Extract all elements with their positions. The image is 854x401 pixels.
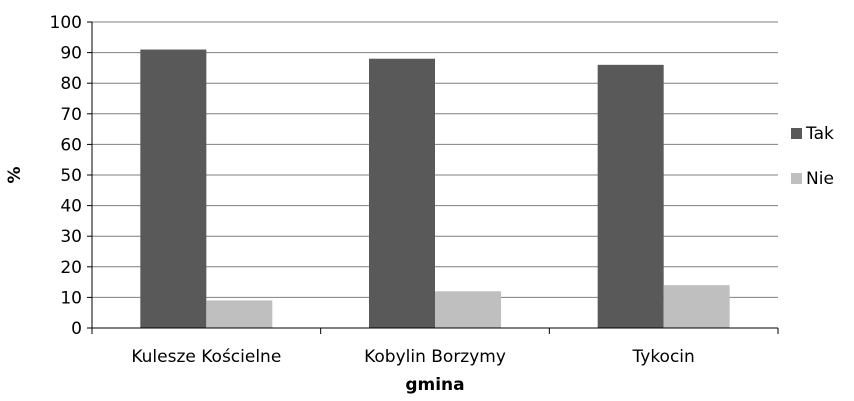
bar-tak-1 <box>140 49 207 328</box>
legend: Tak Nie <box>791 124 834 189</box>
y-tick-label: 50 <box>60 166 82 186</box>
bar-nie-3 <box>663 285 730 328</box>
y-tick-label: 70 <box>60 105 82 125</box>
bar-nie-1 <box>206 300 273 328</box>
bars <box>140 49 730 328</box>
y-tick-label: 60 <box>60 135 82 155</box>
y-tick-labels: 0 10 20 30 40 50 60 70 80 90 100 <box>50 13 82 339</box>
bar-nie-2 <box>435 291 501 328</box>
y-tick-label: 20 <box>60 258 82 278</box>
legend-label-tak: Tak <box>805 124 834 144</box>
bar-tak-3 <box>597 64 664 328</box>
legend-swatch-nie <box>791 173 802 184</box>
y-tick-label: 80 <box>60 74 82 94</box>
y-tick-label: 40 <box>60 197 82 217</box>
y-tick-label: 0 <box>71 319 82 339</box>
x-tick-labels: Kulesze Kościelne Kobylin Borzymy Tykocin <box>91 328 779 367</box>
x-axis-title: gmina <box>405 375 464 395</box>
x-tick-label: Kobylin Borzymy <box>364 347 506 367</box>
y-axis-title: % <box>5 166 25 183</box>
legend-label-nie: Nie <box>806 169 834 189</box>
x-tick-label: Tykocin <box>632 347 695 367</box>
y-tick-label: 30 <box>60 227 82 247</box>
bar-tak-2 <box>369 58 435 328</box>
y-tick-label: 90 <box>60 44 82 64</box>
x-tick-label: Kulesze Kościelne <box>131 347 281 367</box>
y-tick-label: 100 <box>50 13 82 33</box>
axes <box>91 22 778 329</box>
y-tick-label: 10 <box>60 288 82 308</box>
legend-swatch-tak <box>791 128 802 139</box>
